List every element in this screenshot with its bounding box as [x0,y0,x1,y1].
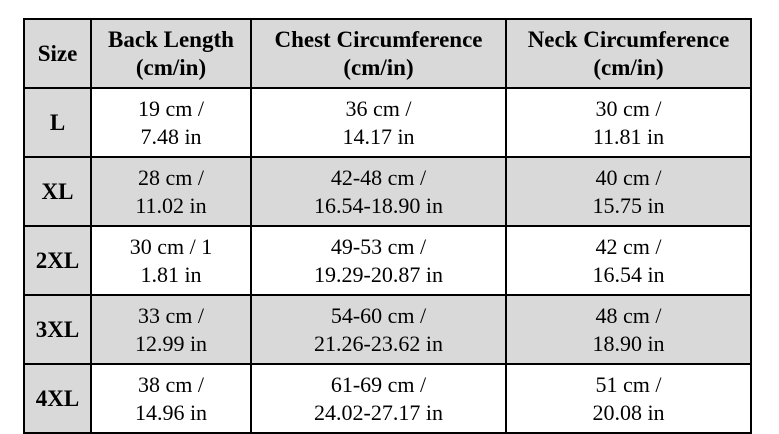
chest-circumference-cm: 36 cm / [345,95,412,121]
neck-circumference-cm: 48 cm / [595,302,662,328]
neck-circumference-cm: 40 cm / [595,164,662,190]
table-row-l: L 19 cm / 7.48 in 36 cm / 14.17 in 30 cm… [23,87,752,158]
neck-circumference-cell: 48 cm / 18.90 in [505,294,752,365]
chest-circumference-cell: 61-69 cm / 24.02-27.17 in [250,363,507,434]
chest-circumference-in: 19.29-20.87 in [314,261,443,287]
back-length-cm: 28 cm / [138,164,204,190]
chest-circumference-cell: 36 cm / 14.17 in [250,87,507,158]
header-cell-size: Size [23,18,92,89]
neck-circumference-in: 16.54 in [592,261,665,287]
neck-circumference-in: 20.08 in [592,399,665,425]
size-cell: 4XL [23,363,92,434]
back-length-in: 7.48 in [140,123,202,149]
header-back-length-title: Back Length [108,26,234,52]
chest-circumference-cm: 49-53 cm / [330,233,427,259]
back-length-cm: 33 cm / [138,302,204,328]
chest-circumference-in: 24.02-27.17 in [314,399,443,425]
size-cell: XL [23,156,92,227]
back-length-cell: 38 cm / 14.96 in [90,363,252,434]
neck-circumference-cm: 42 cm / [595,233,662,259]
table-row-xl: XL 28 cm / 11.02 in 42-48 cm / 16.54-18.… [23,156,752,227]
chest-circumference-cm: 61-69 cm / [330,371,427,397]
back-length-cm: 19 cm / [138,95,204,121]
back-length-cell: 30 cm / 1 1.81 in [90,225,252,296]
table-row-2xl: 2XL 30 cm / 1 1.81 in 49-53 cm / 19.29-2… [23,225,752,296]
chest-circumference-cm: 54-60 cm / [330,302,427,328]
back-length-in: 1.81 in [140,261,202,287]
header-neck-circumference-units: (cm/in) [593,54,664,80]
neck-circumference-cell: 40 cm / 15.75 in [505,156,752,227]
header-chest-circumference-units: (cm/in) [343,54,414,80]
size-cell: 3XL [23,294,92,365]
neck-circumference-cm: 30 cm / [595,95,662,121]
back-length-cm: 30 cm / 1 [129,233,213,259]
neck-circumference-cell: 42 cm / 16.54 in [505,225,752,296]
back-length-cm: 38 cm / [138,371,204,397]
chest-circumference-cell: 42-48 cm / 16.54-18.90 in [250,156,507,227]
neck-circumference-cell: 30 cm / 11.81 in [505,87,752,158]
back-length-in: 12.99 in [134,330,208,356]
header-cell-chest-circumference: Chest Circumference (cm/in) [250,18,507,89]
chest-circumference-in: 21.26-23.62 in [314,330,443,356]
chest-circumference-in: 16.54-18.90 in [314,192,443,218]
header-cell-neck-circumference: Neck Circumference (cm/in) [505,18,752,89]
chest-circumference-cell: 54-60 cm / 21.26-23.62 in [250,294,507,365]
back-length-cell: 33 cm / 12.99 in [90,294,252,365]
back-length-cell: 28 cm / 11.02 in [90,156,252,227]
header-row: Size Back Length (cm/in) Chest Circumfer… [23,18,752,89]
chest-circumference-cell: 49-53 cm / 19.29-20.87 in [250,225,507,296]
header-back-length-units: (cm/in) [135,54,207,80]
size-cell: L [23,87,92,158]
chest-circumference-cm: 42-48 cm / [330,164,427,190]
header-size-title: Size [37,40,78,66]
neck-circumference-cm: 51 cm / [595,371,662,397]
back-length-in: 14.96 in [134,399,208,425]
table-row-3xl: 3XL 33 cm / 12.99 in 54-60 cm / 21.26-23… [23,294,752,365]
size-chart-table: Size Back Length (cm/in) Chest Circumfer… [23,18,752,434]
header-cell-back-length: Back Length (cm/in) [90,18,252,89]
chest-circumference-in: 14.17 in [342,123,415,149]
neck-circumference-cell: 51 cm / 20.08 in [505,363,752,434]
neck-circumference-in: 15.75 in [592,192,665,218]
back-length-cell: 19 cm / 7.48 in [90,87,252,158]
back-length-in: 11.02 in [135,192,207,218]
neck-circumference-in: 11.81 in [592,123,665,149]
header-neck-circumference-title: Neck Circumference [527,26,730,52]
header-chest-circumference-title: Chest Circumference [274,26,483,52]
table-row-4xl: 4XL 38 cm / 14.96 in 61-69 cm / 24.02-27… [23,363,752,434]
size-cell: 2XL [23,225,92,296]
neck-circumference-in: 18.90 in [592,330,665,356]
